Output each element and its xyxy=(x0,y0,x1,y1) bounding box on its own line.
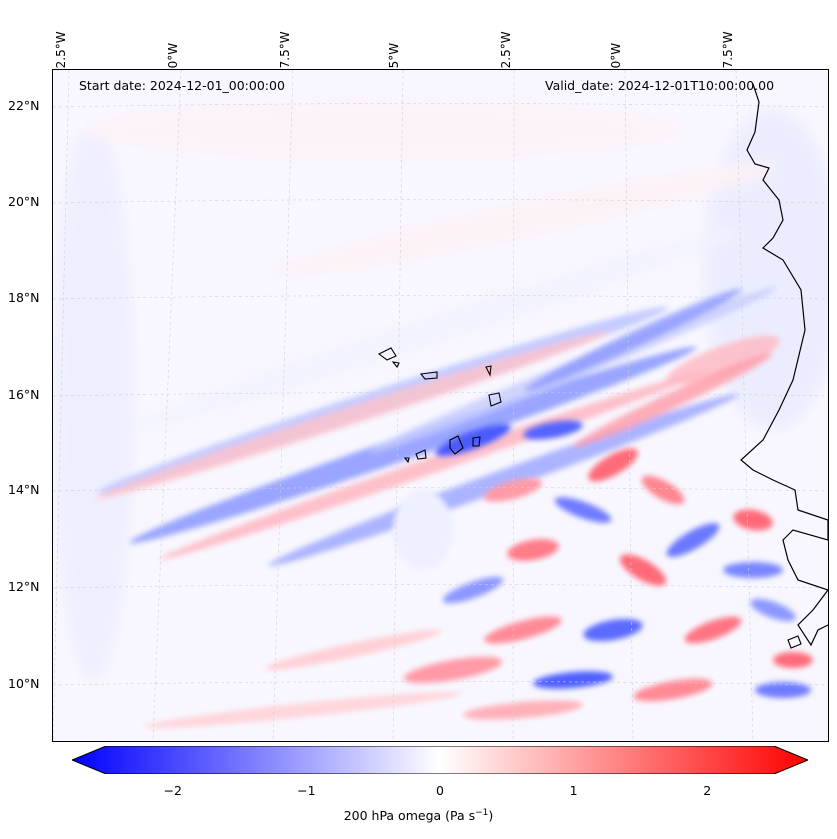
lat-label-22n: 22°N xyxy=(8,98,40,113)
graticule xyxy=(53,70,828,741)
colorbar-label-exp: −1 xyxy=(475,808,489,818)
lat-label-18n: 18°N xyxy=(8,290,40,305)
background-field xyxy=(53,100,828,680)
cape-verde-islands xyxy=(377,347,502,464)
start-date-label: Start date: 2024-12-01_00:00:00 xyxy=(79,78,285,93)
africa-coastline xyxy=(740,83,828,647)
colorbar-tick: 0 xyxy=(436,783,444,798)
lat-label-16n: 16°N xyxy=(8,387,40,402)
colorbar-tick: 2 xyxy=(703,783,712,798)
colorbar-label-close: ) xyxy=(488,808,494,824)
omega-streaks xyxy=(96,287,780,567)
colorbar-label: 200 hPa omega (Pa s−1) xyxy=(0,808,837,823)
colorbar-label-text: 200 hPa omega (Pa s xyxy=(343,808,476,824)
lat-label-20n: 20°N xyxy=(8,194,40,209)
colorbar-tick: −1 xyxy=(297,783,316,798)
map-canvas xyxy=(53,70,828,741)
omega-cells xyxy=(143,420,813,729)
lat-label-14n: 14°N xyxy=(8,482,40,497)
colorbar xyxy=(72,746,808,774)
omega-map xyxy=(52,69,829,742)
colorbar-body xyxy=(72,746,808,774)
valid-date-label: Valid_date: 2024-12-01T10:00:00.00 xyxy=(545,78,775,93)
colorbar-tick: 1 xyxy=(569,783,578,798)
bijagos-islands xyxy=(787,635,802,649)
lat-label-10n: 10°N xyxy=(8,676,40,691)
colorbar-tick: −2 xyxy=(163,783,183,798)
lat-label-12n: 12°N xyxy=(8,579,40,594)
